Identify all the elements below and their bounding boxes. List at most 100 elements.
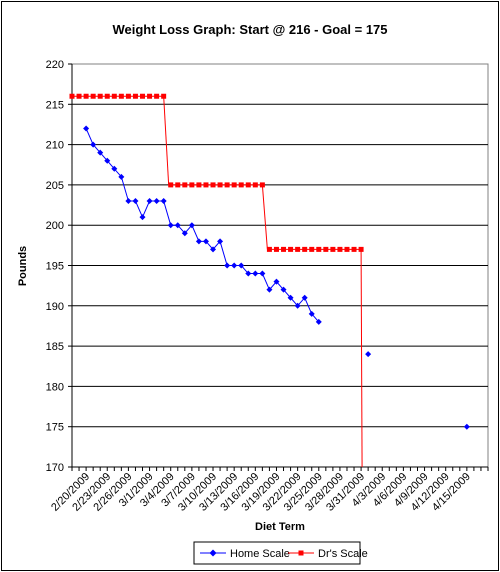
legend-drs-scale-marker bbox=[298, 550, 304, 556]
home-scale-marker bbox=[195, 238, 202, 245]
drs-scale-marker bbox=[97, 93, 103, 99]
y-tick-label: 195 bbox=[46, 261, 64, 273]
drs-scale-marker bbox=[245, 182, 251, 188]
drs-scale-marker bbox=[302, 246, 308, 252]
drs-scale-marker bbox=[330, 246, 336, 252]
drs-scale-marker bbox=[281, 246, 287, 252]
home-scale-marker bbox=[210, 246, 217, 253]
drs-scale-marker bbox=[69, 93, 75, 99]
drs-scale-marker bbox=[76, 93, 82, 99]
home-scale-marker bbox=[132, 198, 139, 205]
drs-scale-marker bbox=[217, 182, 223, 188]
legend-home-scale-label: Home Scale bbox=[230, 548, 290, 560]
drs-scale-drop bbox=[360, 249, 363, 468]
drs-scale-marker bbox=[344, 246, 350, 252]
drs-scale-marker bbox=[140, 93, 146, 99]
y-tick-label: 210 bbox=[46, 140, 64, 152]
home-scale-marker bbox=[238, 262, 245, 269]
y-tick-label: 170 bbox=[46, 462, 64, 474]
y-tick-label: 185 bbox=[46, 341, 64, 353]
drs-scale-marker bbox=[323, 246, 329, 252]
drs-scale-marker bbox=[224, 182, 230, 188]
y-tick-label: 190 bbox=[46, 301, 64, 313]
drs-scale-marker bbox=[210, 182, 216, 188]
x-axis-label: Diet Term bbox=[255, 521, 305, 533]
drs-scale-drop bbox=[261, 184, 268, 250]
home-scale-marker bbox=[202, 238, 209, 245]
drs-scale-marker bbox=[111, 93, 117, 99]
home-scale-marker bbox=[259, 270, 266, 277]
drs-scale-marker bbox=[104, 93, 110, 99]
y-tick-label: 200 bbox=[46, 220, 64, 232]
y-axis-label: Pounds bbox=[17, 246, 29, 286]
home-scale-marker bbox=[365, 351, 372, 358]
home-scale-marker bbox=[287, 294, 294, 301]
home-scale-marker bbox=[252, 270, 259, 277]
home-scale-marker bbox=[266, 286, 273, 293]
drs-scale-marker bbox=[309, 246, 315, 252]
legend-drs-scale-label: Dr's Scale bbox=[318, 548, 368, 560]
drs-scale-marker bbox=[147, 93, 153, 99]
legend: Home Scale Dr's Scale bbox=[193, 541, 368, 565]
drs-scale-marker bbox=[125, 93, 131, 99]
series-group bbox=[69, 93, 470, 468]
y-axis: 170 175 180 185 190 195 200 205 210 215 220 bbox=[46, 59, 488, 474]
y-tick-label: 175 bbox=[46, 422, 64, 434]
drs-scale-marker bbox=[337, 246, 343, 252]
drs-scale-marker bbox=[182, 182, 188, 188]
drs-scale-marker bbox=[273, 246, 279, 252]
home-scale-marker bbox=[174, 222, 181, 229]
home-scale-marker bbox=[273, 278, 280, 285]
drs-scale-marker bbox=[118, 93, 124, 99]
y-tick-label: 220 bbox=[46, 59, 64, 71]
drs-scale-marker bbox=[189, 182, 195, 188]
home-scale-marker bbox=[224, 262, 231, 269]
y-tick-label: 205 bbox=[46, 180, 64, 192]
home-scale-marker bbox=[217, 238, 224, 245]
home-scale-marker bbox=[280, 286, 287, 293]
home-scale-marker bbox=[188, 222, 195, 229]
drs-scale-marker bbox=[90, 93, 96, 99]
gridlines bbox=[72, 103, 488, 428]
legend-home-scale-marker bbox=[209, 549, 217, 557]
home-scale-marker bbox=[160, 198, 167, 205]
home-scale-marker bbox=[181, 230, 188, 237]
drs-scale-marker bbox=[288, 246, 294, 252]
home-scale-marker bbox=[97, 149, 104, 156]
home-scale-marker bbox=[146, 198, 153, 205]
drs-scale-marker bbox=[154, 93, 160, 99]
drs-scale-drop bbox=[163, 96, 170, 185]
home-scale-marker bbox=[153, 198, 160, 205]
drs-scale-marker bbox=[252, 182, 258, 188]
home-scale-marker bbox=[231, 262, 238, 269]
y-tick-label: 180 bbox=[46, 381, 64, 393]
home-scale-marker bbox=[167, 222, 174, 229]
y-tick-label: 215 bbox=[46, 99, 64, 111]
home-scale-marker bbox=[104, 157, 111, 164]
home-scale-marker bbox=[301, 294, 308, 301]
drs-scale-marker bbox=[175, 182, 181, 188]
home-scale-marker bbox=[294, 302, 301, 309]
home-scale-marker bbox=[125, 198, 132, 205]
drs-scale-marker bbox=[196, 182, 202, 188]
home-scale-marker bbox=[90, 141, 97, 148]
home-scale-marker bbox=[463, 423, 470, 430]
drs-scale-marker bbox=[266, 246, 272, 252]
home-scale-marker bbox=[118, 173, 125, 180]
drs-scale-marker bbox=[203, 182, 209, 188]
home-scale-marker bbox=[139, 214, 146, 221]
home-scale-marker bbox=[111, 165, 118, 172]
drs-scale-marker bbox=[351, 246, 357, 252]
drs-scale-marker bbox=[238, 182, 244, 188]
drs-scale-marker bbox=[83, 93, 89, 99]
home-scale-marker bbox=[245, 270, 252, 277]
drs-scale-marker bbox=[168, 182, 174, 188]
home-scale-marker bbox=[83, 125, 90, 132]
legend-box bbox=[193, 541, 361, 565]
home-scale-line bbox=[85, 128, 320, 323]
drs-scale-marker bbox=[295, 246, 301, 252]
drs-scale-marker bbox=[132, 93, 138, 99]
drs-scale-marker bbox=[316, 246, 322, 252]
